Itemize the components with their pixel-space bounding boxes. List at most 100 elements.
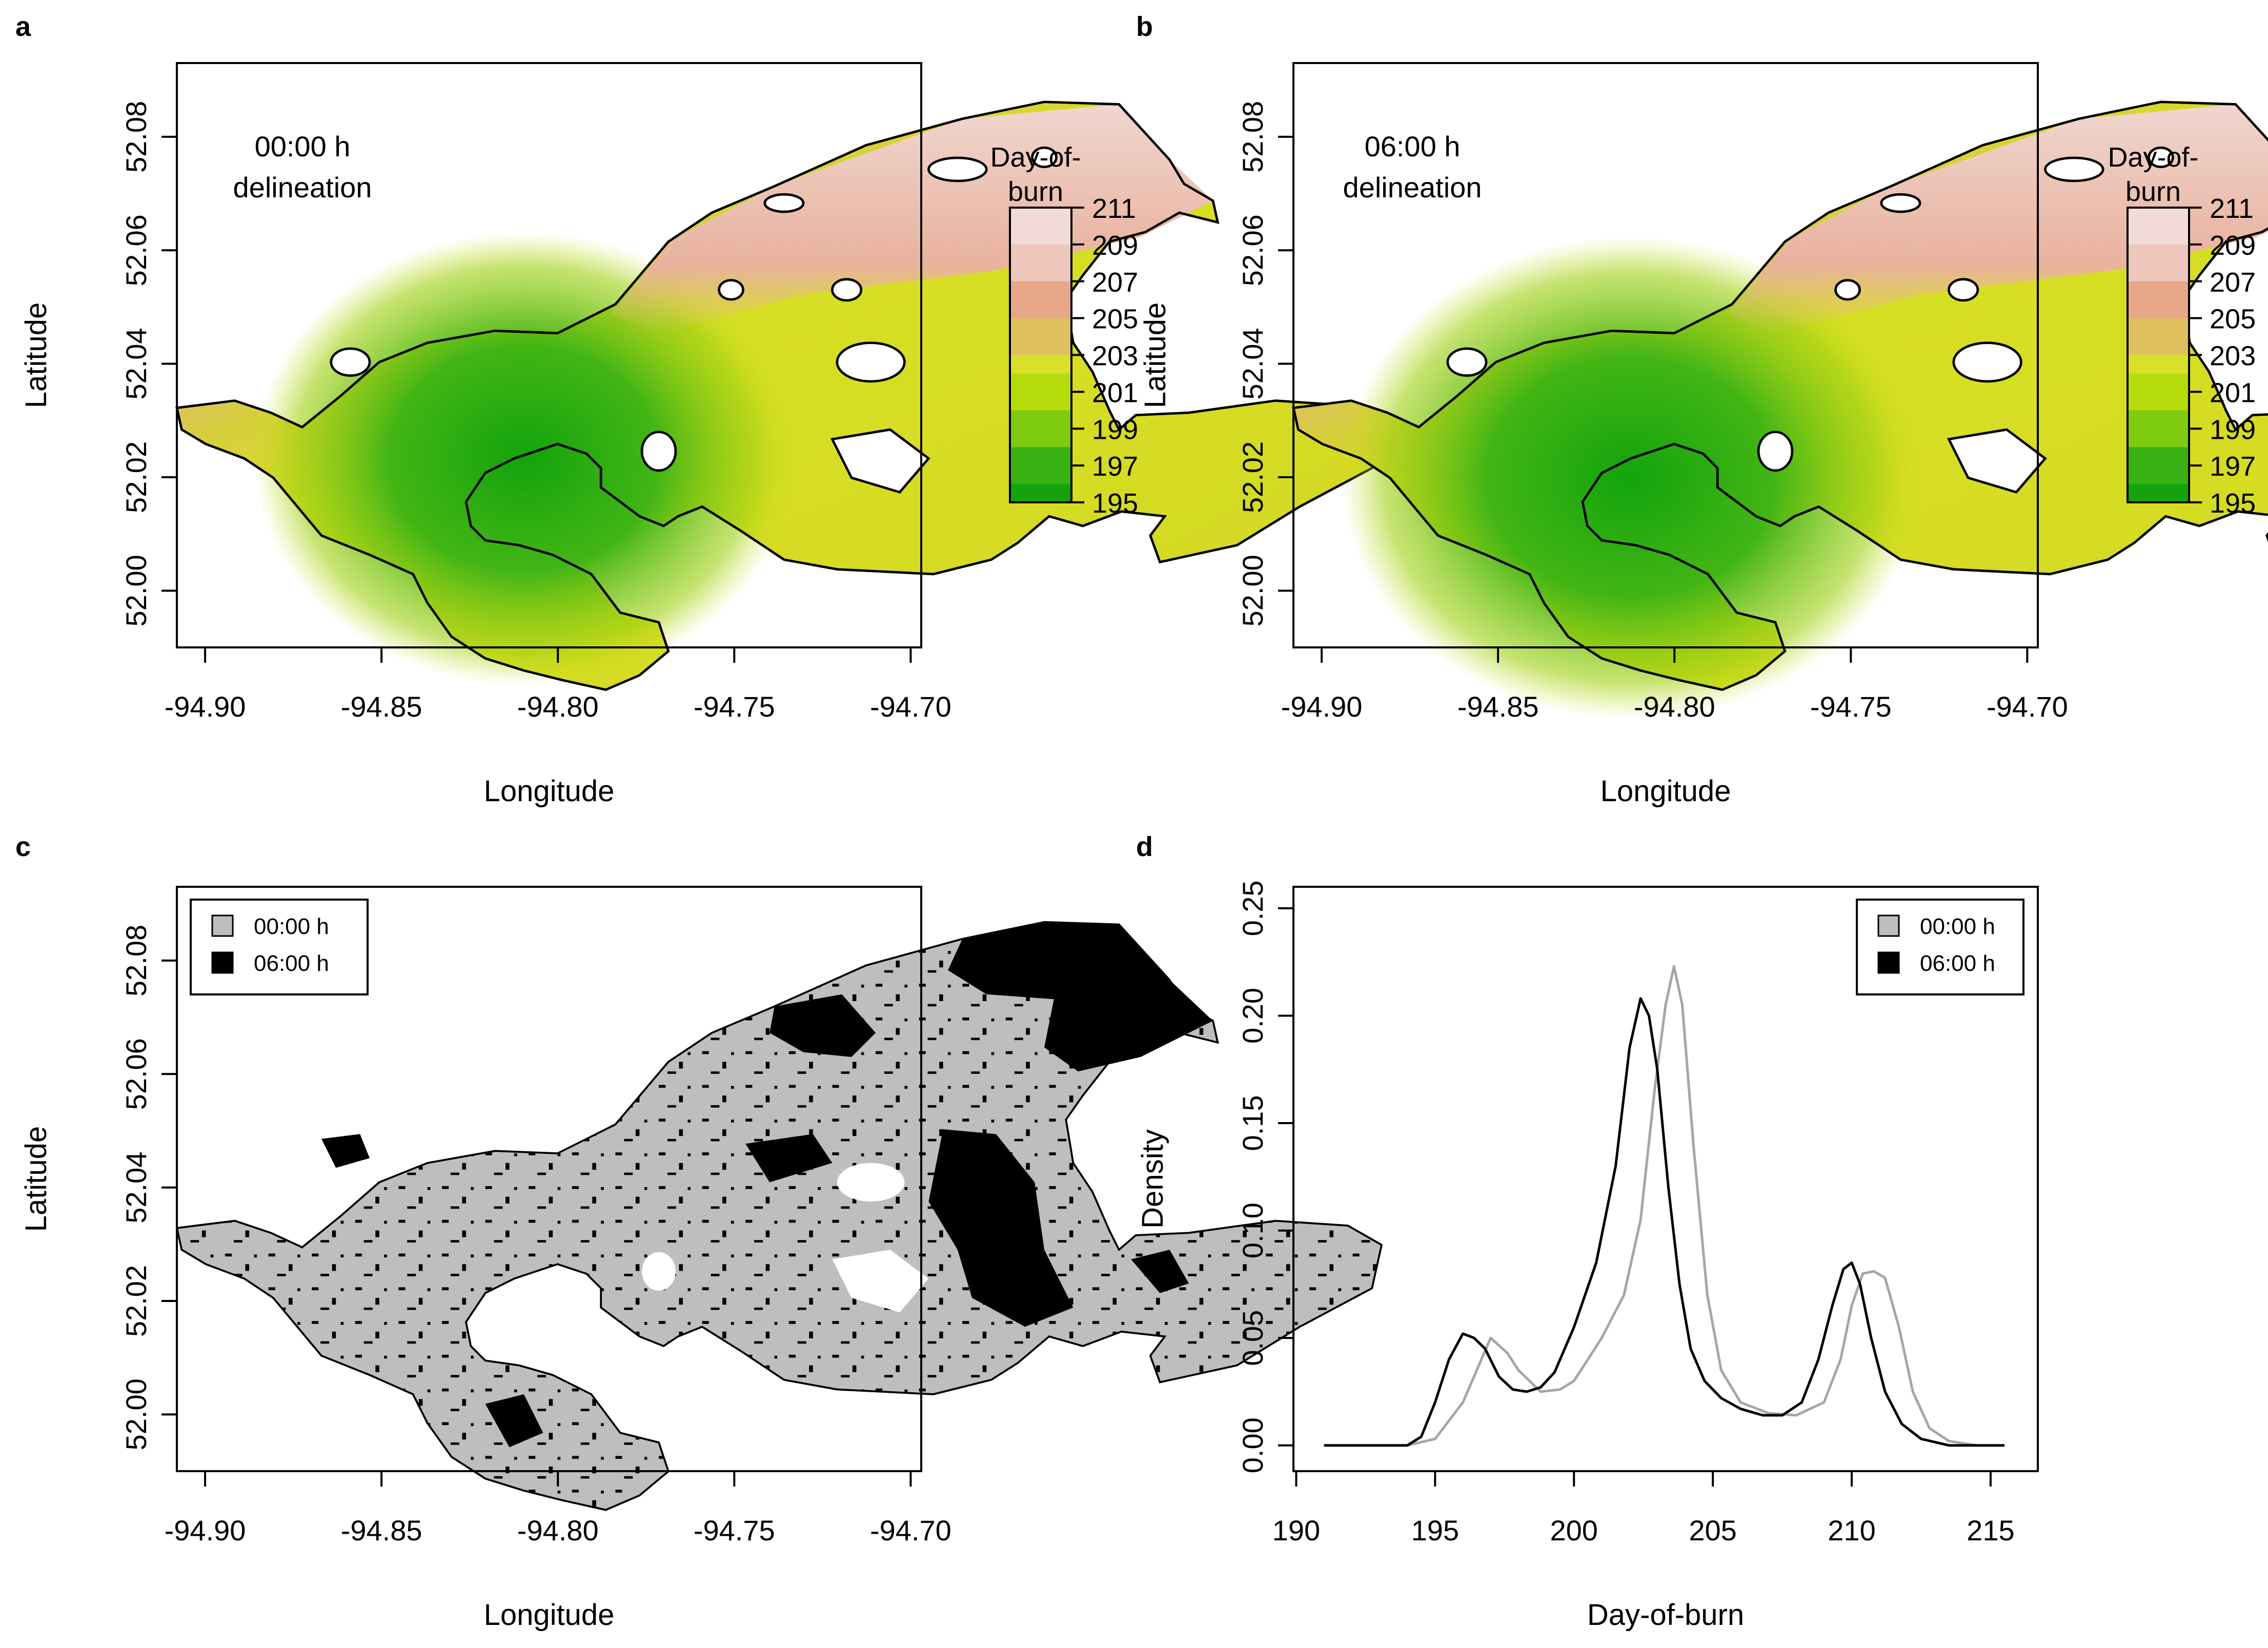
density-line-0600 xyxy=(1324,997,2004,1447)
colorbar-cell-a-7 xyxy=(1010,336,1071,356)
map-c-raster xyxy=(176,921,1383,1511)
x-tick-label-d-3: 205 xyxy=(1689,1514,1736,1547)
colorbar-cell-b-5 xyxy=(2128,299,2189,319)
panel-b-label: b xyxy=(1136,11,1153,42)
y-tick-label-d-2: 0.10 xyxy=(1237,1203,1269,1258)
legend-c-label-0600: 06:00 h xyxy=(254,951,329,976)
y-tick-label-b-0: 52.00 xyxy=(1237,555,1269,626)
colorbar-cell-a-15 xyxy=(1010,484,1071,503)
colorbar-tick-label-a-7: 197 xyxy=(1092,451,1138,482)
y-tick-label-b-2: 52.04 xyxy=(1237,328,1269,400)
x-tick-label-a-2: -94.80 xyxy=(517,690,599,723)
map-a-raster xyxy=(177,102,1382,690)
colorbar-cell-a-4 xyxy=(1010,281,1071,300)
colorbar-cell-a-0 xyxy=(1010,208,1071,227)
y-tick-label-d-5: 0.25 xyxy=(1237,880,1269,936)
panel-d-label: d xyxy=(1136,831,1153,862)
x-tick-label-b-4: -94.70 xyxy=(1987,690,2068,723)
colorbar-title-line2-a: burn xyxy=(1008,176,1063,207)
colorbar-tick-label-b-7: 197 xyxy=(2210,451,2256,482)
y-tick-label-d-4: 0.20 xyxy=(1237,988,1269,1044)
colorbar-cell-b-3 xyxy=(2128,262,2189,282)
y-tick-label-a-4: 52.08 xyxy=(120,101,152,173)
colorbar-tick-label-b-1: 209 xyxy=(2210,230,2256,261)
y-axis-label-a: Latitude xyxy=(19,302,53,408)
axes-c: -94.90 -94.85 -94.80 -94.75 -94.70 52.00 52.02… xyxy=(19,925,951,1632)
y-tick-label-c-0: 52.00 xyxy=(120,1378,152,1450)
colorbar-cell-a-1 xyxy=(1010,226,1071,245)
colorbar-title-line1-b: Day-of- xyxy=(2108,142,2198,173)
x-tick-label-c-4: -94.70 xyxy=(870,1514,951,1547)
colorbar-cell-b-12 xyxy=(2128,429,2189,448)
panel-c-label: c xyxy=(15,831,31,862)
y-tick-label-a-3: 52.06 xyxy=(120,214,152,286)
legend-d-label-0000: 00:00 h xyxy=(1920,914,1995,939)
annotation-b-line2: delineation xyxy=(1343,171,1482,204)
colorbar-cell-b-1 xyxy=(2128,226,2189,245)
colorbar-cell-a-12 xyxy=(1010,429,1071,448)
colorbar-tick-label-b-3: 205 xyxy=(2210,304,2256,335)
colorbar-cell-b-0 xyxy=(2128,208,2189,227)
colorbar-tick-label-b-4: 203 xyxy=(2210,341,2256,372)
x-axis-label-d: Day-of-burn xyxy=(1587,1598,1744,1632)
legend-c-label-0000: 00:00 h xyxy=(254,914,329,939)
density-lines xyxy=(1324,965,2004,1447)
panel-b: b 06:00 h delineation -94.90 -94.85 -94.80… xyxy=(1136,11,2268,808)
colorbar-tick-label-b-0: 211 xyxy=(2210,193,2254,224)
black-region-north xyxy=(769,994,876,1057)
black-region-northeast xyxy=(948,922,1213,1072)
colorbar-tick-label-a-8: 195 xyxy=(1092,488,1138,519)
colorbar-title-line2-b: burn xyxy=(2125,176,2181,207)
legend-d-swatch-0000 xyxy=(1877,914,1900,937)
colorbar-tick-label-a-6: 199 xyxy=(1092,414,1138,445)
black-region-east xyxy=(928,1129,1074,1327)
x-tick-label-d-1: 195 xyxy=(1411,1514,1459,1547)
annotation-b-line1: 06:00 h xyxy=(1365,130,1461,162)
x-tick-label-c-3: -94.75 xyxy=(694,1514,775,1547)
colorbar-cell-a-14 xyxy=(1010,465,1071,485)
y-tick-label-c-2: 52.04 xyxy=(120,1152,152,1224)
y-tick-label-c-3: 52.06 xyxy=(120,1038,152,1110)
colorbar-tick-label-a-1: 209 xyxy=(1092,230,1138,261)
y-tick-label-b-1: 52.02 xyxy=(1237,441,1269,513)
legend-c: 00:00 h 06:00 h xyxy=(190,899,369,995)
density-line-0000 xyxy=(1324,965,2004,1447)
colorbar-cell-a-8 xyxy=(1010,355,1071,374)
annotation-a-line1: 00:00 h xyxy=(255,130,351,162)
legend-d-swatch-0600 xyxy=(1877,951,1900,974)
x-tick-label-c-1: -94.85 xyxy=(341,1514,422,1547)
colorbar-a: 211 209 207 205 203 201 199 197 195 Day-of-burn xyxy=(990,142,1138,519)
panel-d: d 00:00 h 06:00 h 190 195 200 205 210 215 0.00… xyxy=(1136,831,2039,1632)
colorbar-title-line1-a: Day-of- xyxy=(990,142,1081,173)
colorbar-cell-a-3 xyxy=(1010,262,1071,282)
colorbar-b: 211 209 207 205 203 201 199 197 195 Day-of-burn xyxy=(2108,142,2256,519)
x-tick-label-c-2: -94.80 xyxy=(517,1514,599,1547)
axes-a: -94.90 -94.85 -94.80 -94.75 -94.70 52.00 52.02… xyxy=(19,101,951,808)
colorbar-cell-a-5 xyxy=(1010,299,1071,319)
panel-a-label: a xyxy=(15,11,31,42)
x-tick-label-b-2: -94.80 xyxy=(1634,690,1715,723)
x-tick-label-d-5: 215 xyxy=(1967,1514,2014,1547)
annotation-a-line2: delineation xyxy=(233,171,372,204)
axes-d: 190 195 200 205 210 215 0.00 0.05 0.10 0.15 0.20 0.… xyxy=(1136,880,2015,1632)
y-tick-label-b-3: 52.06 xyxy=(1237,214,1269,286)
colorbar-cell-b-7 xyxy=(2128,336,2189,356)
y-tick-label-c-4: 52.08 xyxy=(120,925,152,996)
panel-a: a 00:00 h delineation -94.90 -94.85 -94.80… xyxy=(15,11,1382,808)
colorbar-tick-label-a-2: 207 xyxy=(1092,267,1138,298)
colorbar-cell-b-2 xyxy=(2128,244,2189,263)
x-tick-label-a-3: -94.75 xyxy=(694,690,775,723)
colorbar-cell-b-15 xyxy=(2128,484,2189,503)
x-tick-label-d-0: 190 xyxy=(1272,1514,1320,1547)
legend-d: 00:00 h 06:00 h xyxy=(1856,899,2024,995)
y-tick-label-c-1: 52.02 xyxy=(120,1265,152,1337)
x-axis-label-b: Longitude xyxy=(1601,775,1731,808)
colorbar-cell-a-2 xyxy=(1010,244,1071,263)
x-tick-label-b-1: -94.85 xyxy=(1457,690,1539,723)
x-tick-label-b-0: -94.90 xyxy=(1281,690,1363,723)
y-tick-label-d-0: 0.00 xyxy=(1237,1417,1269,1473)
legend-c-swatch-0000 xyxy=(211,914,234,937)
legend-c-swatch-0600 xyxy=(211,951,234,974)
y-tick-label-a-1: 52.02 xyxy=(120,441,152,513)
x-tick-label-c-0: -94.90 xyxy=(165,1514,246,1547)
